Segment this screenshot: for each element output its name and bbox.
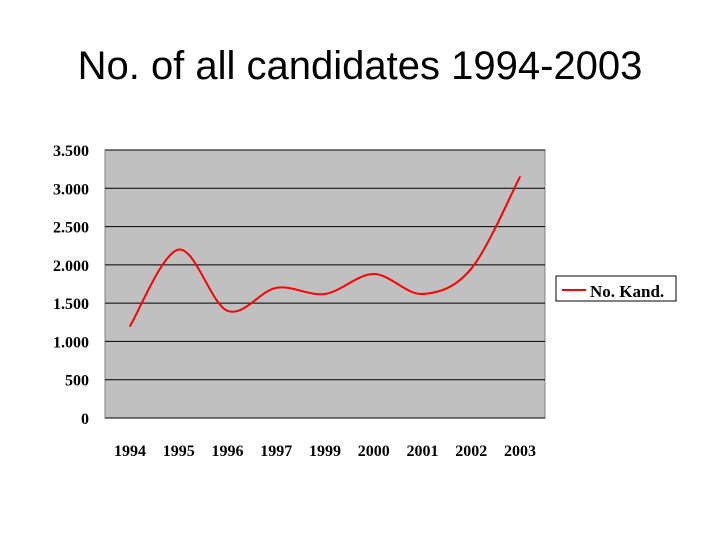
x-axis-ticks: 1994 1995 1996 1997 1999 2000 2001 2002 2003 [114,443,536,460]
y-tick-label: 3.000 [53,181,89,198]
x-tick-label: 2002 [455,443,487,460]
data-point [421,293,424,295]
plot-area [104,149,546,419]
y-tick-label: 500 [65,373,89,390]
legend-box [555,275,677,302]
legend-label: No. Kand. [590,282,664,301]
data-point [129,325,131,327]
y-tick-label: 1.500 [53,296,89,313]
data-point [226,310,229,312]
x-tick-label: 2003 [504,443,536,460]
y-axis-ticks: 0 500 1.000 1.500 2.000 2.500 3.000 3.500 [53,143,89,428]
y-tick-label: 0 [81,411,89,428]
data-point [470,267,473,270]
x-tick-label: 2001 [407,443,439,460]
x-tick-label: 1997 [260,443,292,460]
data-point [177,248,180,251]
legend: No. Kand. [555,275,677,302]
x-tick-label: 2000 [358,443,390,460]
data-point [275,287,278,289]
data-point [324,293,326,295]
x-tick-label: 1995 [163,443,195,460]
y-tick-label: 1.000 [53,334,89,351]
x-tick-label: 1999 [309,443,341,460]
y-tick-label: 2.500 [53,220,89,237]
y-tick-label: 2.000 [53,258,89,275]
y-tick-label: 3.500 [53,143,89,160]
grid-lines [105,149,545,419]
series-layer [129,176,521,327]
x-tick-label: 1994 [114,443,146,460]
data-point [372,273,375,275]
chart-title: No. of all candidates 1994-2003 [77,44,643,88]
x-tick-label: 1996 [212,443,244,460]
data-point [519,176,521,178]
